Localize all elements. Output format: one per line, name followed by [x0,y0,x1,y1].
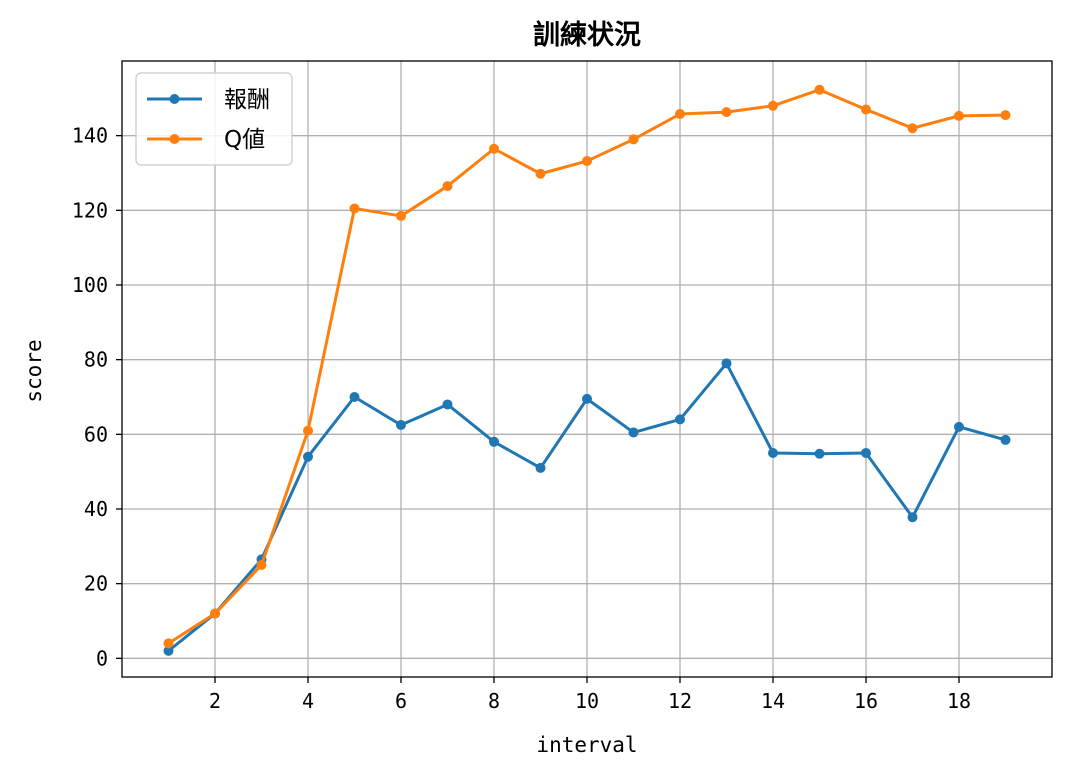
data-point-q-value [628,134,639,145]
data-point-reward [396,420,406,430]
data-point-reward [628,427,639,438]
data-point-q-value [861,104,871,115]
data-point-q-value [442,181,453,192]
y-axis-label: score [22,339,46,402]
data-point-q-value [582,156,592,167]
data-point-reward [675,414,685,425]
data-point-reward [954,421,964,432]
data-point-q-value [256,560,267,570]
legend-swatch-marker [169,134,180,144]
data-point-reward [1000,434,1011,445]
y-tick-label: 80 [84,348,108,372]
data-point-q-value [303,425,313,436]
y-tick-label: 20 [84,572,108,596]
legend-label: 報酬 [224,87,270,113]
data-point-q-value [954,110,964,121]
x-tick-label: 14 [761,689,785,713]
chart-title: 訓練状況 [533,19,641,51]
data-point-q-value [210,608,220,619]
data-point-q-value [396,210,406,221]
y-tick-label: 0 [96,646,108,670]
data-point-reward [768,448,778,458]
series-lines [163,84,1011,656]
legend-entry-q-value: Q値 [147,127,265,153]
data-point-reward [907,512,918,523]
legend-label: Q値 [224,127,265,153]
x-tick-label: 12 [668,689,692,713]
data-point-reward [582,393,592,404]
data-point-reward [721,358,732,369]
series-q-value [163,84,1011,649]
data-point-reward [489,436,499,447]
x-tick-label: 2 [209,689,221,713]
data-point-reward [163,645,174,656]
x-tick-label: 4 [302,689,314,713]
data-point-reward [814,448,825,459]
legend: 報酬 Q値 [135,72,293,166]
y-tick-label: 140 [72,124,108,148]
data-point-reward [442,399,453,410]
y-tick-label: 120 [72,198,108,222]
data-point-q-value [907,123,918,134]
data-point-reward [303,451,313,462]
x-axis-label: interval [536,733,637,757]
x-tick-label: 16 [854,689,878,713]
x-tick-label: 10 [575,689,599,713]
y-tick-label: 100 [72,273,108,297]
legend-entry-reward: 報酬 [147,87,270,113]
data-point-reward [861,448,871,458]
data-point-q-value [768,100,778,111]
x-tick-label: 8 [488,689,500,713]
data-point-reward [535,462,546,473]
data-point-q-value [814,84,825,95]
axis-ticks: 2 4 6 8 10 12 14 16 18 0 20 40 60 80 100 120 140 [72,124,971,713]
data-point-q-value [721,107,732,118]
x-tick-label: 18 [947,689,971,713]
data-point-q-value [163,638,174,649]
x-tick-label: 6 [395,689,407,713]
data-point-q-value [349,203,360,214]
legend-entries: 報酬 Q値 [147,87,270,153]
data-point-q-value [675,109,685,120]
legend-swatch-marker [169,94,180,104]
y-tick-label: 40 [84,497,108,521]
grid [122,61,1052,677]
data-point-q-value [535,168,546,179]
data-point-reward [349,392,360,402]
data-point-q-value [1000,110,1011,121]
y-tick-label: 60 [84,422,108,446]
data-point-q-value [489,143,499,154]
